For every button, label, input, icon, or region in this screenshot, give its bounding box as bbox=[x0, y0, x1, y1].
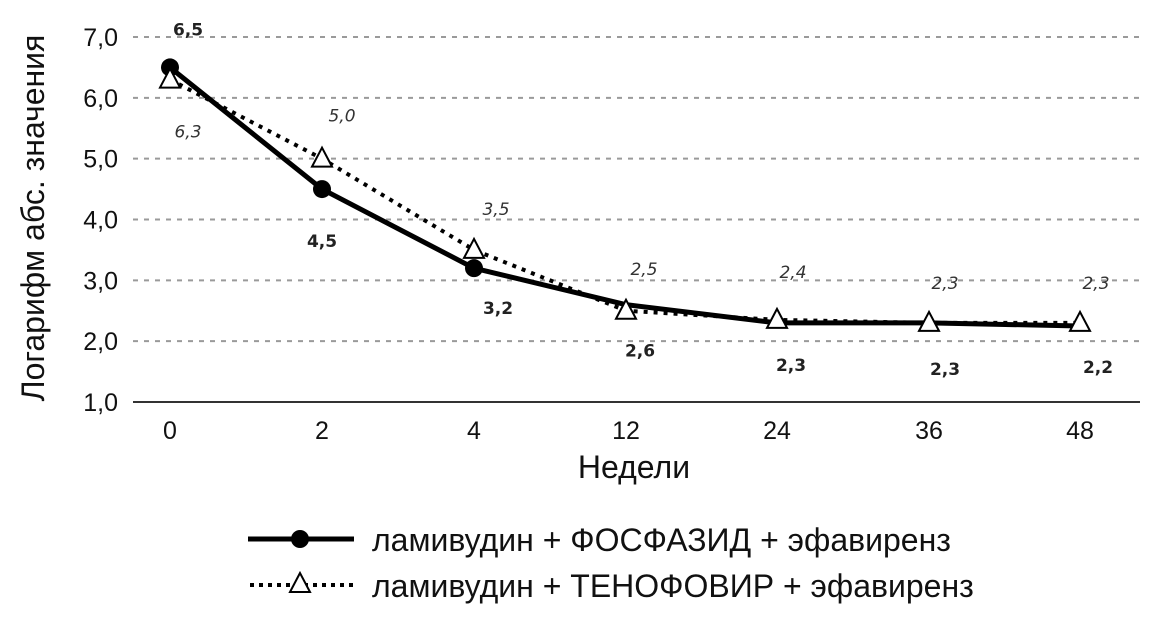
data-label-tenofovir: 6,3 bbox=[174, 123, 201, 143]
point-tenofovir bbox=[462, 236, 486, 259]
legend-marker-circle bbox=[291, 530, 309, 548]
y-tick-label: 6,0 bbox=[83, 85, 118, 113]
x-tick-label: 24 bbox=[763, 417, 791, 445]
point-tenofovir bbox=[158, 66, 182, 89]
point-fosfazid bbox=[313, 180, 331, 199]
data-label-fosfazid: 2,6 bbox=[625, 342, 655, 362]
x-tick-labels: 0 2 4 12 24 36 48 bbox=[163, 417, 1094, 445]
x-tick-label: 48 bbox=[1066, 417, 1094, 445]
data-label-fosfazid: 3,2 bbox=[483, 299, 513, 319]
legend: ламивудин + ФОСФАЗИД + эфавиренз ламивуд… bbox=[248, 522, 974, 604]
point-fosfazid bbox=[465, 259, 483, 278]
x-tick-label: 4 bbox=[467, 417, 481, 445]
point-tenofovir bbox=[765, 306, 789, 329]
grid-lines bbox=[133, 36, 1140, 343]
data-labels: 6,5 4,5 3,2 2,6 2,3 2,3 2,2 6,3 5,0 3,5 2,5 2,4 2,3 2… bbox=[173, 20, 1113, 380]
series-group bbox=[158, 58, 1092, 332]
data-label-tenofovir: 5,0 bbox=[328, 107, 355, 127]
y-tick-label: 7,0 bbox=[83, 24, 118, 52]
x-tick-label: 36 bbox=[915, 417, 943, 445]
legend-marker-triangle bbox=[288, 570, 312, 593]
data-label-fosfazid: 4,5 bbox=[307, 232, 337, 252]
y-axis-title: Логарифм абс. значения bbox=[15, 35, 51, 402]
y-tick-labels: 1,0 2,0 3,0 4,0 5,0 6,0 7,0 bbox=[83, 24, 118, 417]
data-label-tenofovir: 2,4 bbox=[779, 263, 806, 283]
legend-label-tenofovir: ламивудин + ТЕНОФОВИР + эфавиренз bbox=[372, 568, 974, 604]
data-label-fosfazid: 2,3 bbox=[930, 360, 960, 380]
legend-label-fosfazid: ламивудин + ФОСФАЗИД + эфавиренз bbox=[372, 522, 951, 558]
y-tick-label: 3,0 bbox=[83, 267, 118, 295]
y-tick-label: 4,0 bbox=[83, 207, 118, 235]
x-tick-label: 2 bbox=[315, 417, 329, 445]
data-label-fosfazid: 2,3 bbox=[776, 356, 806, 376]
y-tick-label: 1,0 bbox=[83, 389, 118, 417]
x-tick-label: 12 bbox=[612, 417, 640, 445]
data-label-tenofovir: 2,5 bbox=[630, 260, 657, 280]
data-label-fosfazid: 6,5 bbox=[173, 20, 203, 40]
point-tenofovir bbox=[1068, 309, 1092, 332]
data-label-tenofovir: 3,5 bbox=[482, 200, 509, 220]
legend-item-tenofovir: ламивудин + ТЕНОФОВИР + эфавиренз bbox=[250, 568, 974, 604]
point-tenofovir bbox=[917, 309, 941, 332]
x-axis-title: Недели bbox=[578, 449, 690, 485]
x-tick-label: 0 bbox=[163, 417, 177, 445]
data-label-fosfazid: 2,2 bbox=[1083, 358, 1113, 378]
legend-item-fosfazid: ламивудин + ФОСФАЗИД + эфавиренз bbox=[248, 522, 951, 558]
y-tick-label: 2,0 bbox=[83, 328, 118, 356]
point-tenofovir bbox=[614, 297, 638, 320]
data-label-tenofovir: 2,3 bbox=[1082, 274, 1109, 294]
data-label-tenofovir: 2,3 bbox=[931, 274, 958, 294]
point-tenofovir bbox=[310, 145, 334, 168]
y-tick-label: 5,0 bbox=[83, 146, 118, 174]
